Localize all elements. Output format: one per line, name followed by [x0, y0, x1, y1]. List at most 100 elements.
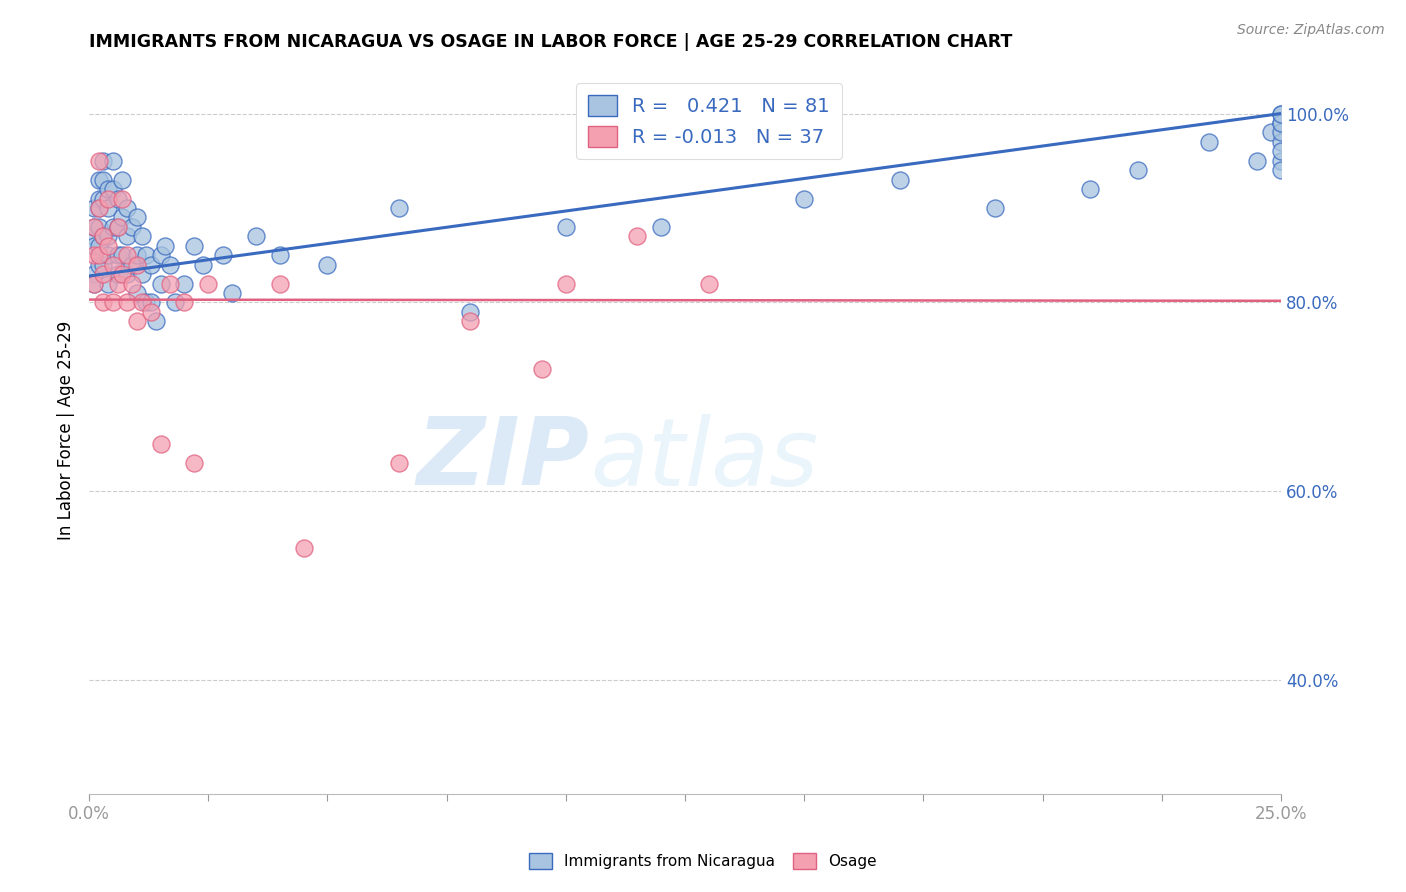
- Point: [1270, 163, 1292, 178]
- Point: [93, 258, 115, 272]
- Point: [87, 192, 110, 206]
- Point: [211, 248, 233, 262]
- Point: [155, 239, 177, 253]
- Point: [125, 285, 148, 300]
- Point: [107, 267, 129, 281]
- Text: Source: ZipAtlas.com: Source: ZipAtlas.com: [1237, 23, 1385, 37]
- Point: [111, 172, 134, 186]
- Point: [1270, 116, 1292, 130]
- Point: [221, 285, 243, 300]
- Point: [1078, 182, 1101, 196]
- Point: [245, 229, 267, 244]
- Point: [101, 153, 124, 168]
- Point: [107, 192, 129, 206]
- Point: [1270, 106, 1292, 120]
- Point: [115, 248, 138, 262]
- Point: [101, 219, 124, 234]
- Point: [115, 229, 138, 244]
- Point: [115, 295, 138, 310]
- Point: [1260, 125, 1282, 139]
- Point: [115, 267, 138, 281]
- Point: [1126, 163, 1149, 178]
- Point: [1270, 135, 1292, 149]
- Point: [115, 201, 138, 215]
- Point: [135, 295, 157, 310]
- Point: [121, 258, 143, 272]
- Point: [87, 153, 110, 168]
- Point: [145, 314, 167, 328]
- Point: [97, 192, 120, 206]
- Point: [131, 267, 153, 281]
- Point: [111, 211, 134, 225]
- Point: [388, 201, 411, 215]
- Point: [97, 277, 120, 291]
- Point: [125, 314, 148, 328]
- Point: [193, 258, 215, 272]
- Point: [93, 192, 115, 206]
- Point: [125, 258, 148, 272]
- Point: [121, 219, 143, 234]
- Point: [125, 248, 148, 262]
- Point: [107, 219, 129, 234]
- Point: [793, 192, 815, 206]
- Point: [107, 277, 129, 291]
- Point: [97, 239, 120, 253]
- Point: [87, 219, 110, 234]
- Point: [87, 248, 110, 262]
- Point: [121, 277, 143, 291]
- Point: [269, 248, 291, 262]
- Point: [149, 437, 172, 451]
- Point: [530, 361, 553, 376]
- Point: [697, 277, 720, 291]
- Point: [183, 456, 205, 470]
- Point: [135, 248, 157, 262]
- Point: [87, 201, 110, 215]
- Point: [125, 211, 148, 225]
- Point: [93, 295, 115, 310]
- Point: [460, 305, 482, 319]
- Point: [97, 182, 120, 196]
- Point: [163, 295, 186, 310]
- Point: [554, 219, 576, 234]
- Point: [149, 277, 172, 291]
- Point: [101, 182, 124, 196]
- Point: [269, 277, 291, 291]
- Point: [107, 248, 129, 262]
- Point: [159, 258, 181, 272]
- Point: [97, 201, 120, 215]
- Point: [1270, 116, 1292, 130]
- Point: [83, 277, 105, 291]
- Point: [83, 239, 105, 253]
- Point: [101, 295, 124, 310]
- Point: [554, 277, 576, 291]
- Point: [388, 456, 411, 470]
- Point: [87, 258, 110, 272]
- Point: [1270, 145, 1292, 159]
- Point: [460, 314, 482, 328]
- Point: [87, 201, 110, 215]
- Point: [626, 229, 648, 244]
- Point: [93, 229, 115, 244]
- Legend: Immigrants from Nicaragua, Osage: Immigrants from Nicaragua, Osage: [523, 847, 883, 875]
- Point: [139, 258, 162, 272]
- Point: [83, 219, 105, 234]
- Point: [149, 248, 172, 262]
- Point: [93, 229, 115, 244]
- Point: [93, 267, 115, 281]
- Point: [93, 172, 115, 186]
- Point: [316, 258, 339, 272]
- Point: [107, 219, 129, 234]
- Point: [87, 172, 110, 186]
- Point: [183, 239, 205, 253]
- Point: [111, 267, 134, 281]
- Point: [173, 295, 195, 310]
- Point: [1270, 125, 1292, 139]
- Point: [139, 295, 162, 310]
- Point: [159, 277, 181, 291]
- Point: [83, 201, 105, 215]
- Point: [83, 248, 105, 262]
- Text: ZIP: ZIP: [416, 413, 589, 505]
- Point: [111, 248, 134, 262]
- Point: [173, 277, 195, 291]
- Legend: R =   0.421   N = 81, R = -0.013   N = 37: R = 0.421 N = 81, R = -0.013 N = 37: [576, 83, 842, 159]
